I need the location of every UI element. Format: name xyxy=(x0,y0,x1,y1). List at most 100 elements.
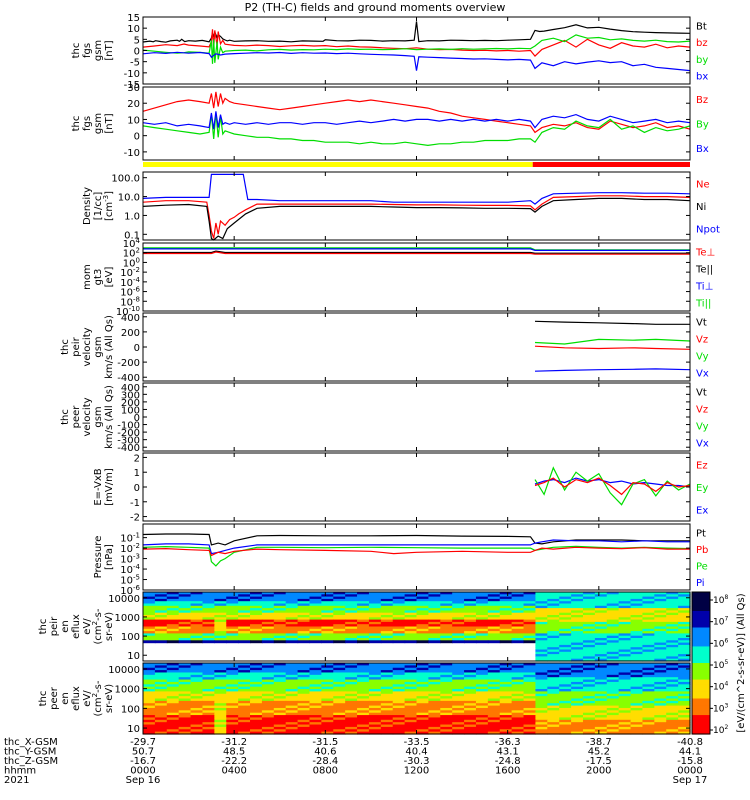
heatmap-cell xyxy=(404,667,418,671)
heatmap-cell xyxy=(178,598,192,602)
heatmap-cell xyxy=(630,698,644,702)
heatmap-cell xyxy=(273,594,287,598)
heatmap-cell xyxy=(630,633,644,637)
heatmap-cell xyxy=(285,610,299,614)
heatmap-cell xyxy=(416,626,429,630)
heatmap-cell xyxy=(511,605,525,609)
heatmap-cell xyxy=(166,640,180,644)
heatmap-cell xyxy=(154,703,168,707)
heatmap-cell xyxy=(487,712,501,716)
heatmap-cell xyxy=(226,640,239,644)
colorbar-band xyxy=(692,674,710,678)
heatmap-cell xyxy=(594,654,608,657)
heatmap-cell xyxy=(166,681,180,685)
heatmap-cell xyxy=(357,681,370,685)
heatmap-cell xyxy=(345,633,358,637)
heatmap-cell xyxy=(666,608,679,611)
heatmap-cell xyxy=(166,619,180,623)
heatmap-cell xyxy=(666,592,679,595)
heatmap-cell xyxy=(250,684,263,688)
heatmap-cell xyxy=(143,679,156,683)
heatmap-cell xyxy=(440,698,453,702)
heatmap-cell xyxy=(630,649,644,653)
heatmap-cell xyxy=(428,667,441,671)
heatmap-cell xyxy=(654,626,667,630)
heatmap-cell xyxy=(321,693,334,697)
heatmap-cell xyxy=(380,640,394,644)
heatmap-cell xyxy=(571,658,584,662)
heatmap-cell xyxy=(535,670,548,674)
heatmap-cell xyxy=(380,729,394,733)
heatmap-cell xyxy=(190,621,204,625)
heatmap-cell xyxy=(642,624,655,628)
heatmap-cell xyxy=(487,667,501,671)
heatmap-cell xyxy=(190,712,204,716)
heatmap-cell xyxy=(285,603,299,607)
heatmap-cell xyxy=(428,603,441,607)
heatmap-cell xyxy=(654,726,667,730)
colorbar-band xyxy=(692,610,710,614)
colorbar-band xyxy=(692,625,710,629)
heatmap-cell xyxy=(535,698,548,702)
heatmap-cell xyxy=(606,722,620,726)
heatmap-cell xyxy=(630,712,644,716)
heatmap-cell xyxy=(452,670,465,674)
heatmap-cell xyxy=(166,635,180,639)
heatmap-cell xyxy=(642,626,655,630)
heatmap-cell xyxy=(261,663,275,666)
heatmap-cell xyxy=(654,594,667,598)
heatmap-cell xyxy=(226,592,239,595)
heatmap-cell xyxy=(440,715,453,719)
heatmap-cell xyxy=(511,693,525,697)
heatmap-cell xyxy=(404,689,418,692)
heatmap-cell xyxy=(273,693,287,697)
heatmap-cell xyxy=(202,592,215,595)
heatmap-cell xyxy=(678,658,691,662)
heatmap-cell xyxy=(606,691,620,695)
heatmap-cell xyxy=(487,677,501,681)
heatmap-cell xyxy=(428,601,441,605)
heatmap-cell xyxy=(273,674,287,678)
heatmap-cell xyxy=(345,612,358,616)
heatmap-cell xyxy=(202,612,215,616)
heatmap-cell xyxy=(452,598,465,602)
heatmap-cell xyxy=(238,684,251,688)
heatmap-cell xyxy=(535,686,548,690)
heatmap-cell xyxy=(392,693,406,697)
heatmap-cell xyxy=(535,592,548,595)
heatmap-cell xyxy=(630,647,644,651)
heatmap-cell xyxy=(214,722,227,726)
series-line xyxy=(142,91,691,134)
heatmap-cell xyxy=(559,601,572,605)
heatmap-cell xyxy=(357,638,370,641)
heatmap-cell xyxy=(345,691,358,695)
y-axis-label: Density xyxy=(82,187,93,225)
heatmap-cell xyxy=(582,731,596,735)
heatmap-cell xyxy=(297,703,311,707)
heatmap-cell xyxy=(594,633,608,637)
heatmap-cell xyxy=(380,679,394,683)
heatmap-cell xyxy=(511,729,525,733)
heatmap-cell xyxy=(523,601,537,605)
heatmap-cell xyxy=(428,707,441,711)
heatmap-cell xyxy=(154,619,168,623)
heatmap-cell xyxy=(143,638,156,641)
heatmap-cell xyxy=(368,638,382,641)
heatmap-cell xyxy=(487,635,501,639)
heatmap-cell xyxy=(309,724,322,728)
heatmap-cell xyxy=(582,663,596,666)
heatmap-cell xyxy=(357,663,370,666)
heatmap-cell xyxy=(642,712,655,716)
heatmap-cell xyxy=(285,638,299,641)
heatmap-cell xyxy=(238,596,251,600)
heatmap-cell xyxy=(238,608,251,611)
heatmap-cell xyxy=(380,710,394,714)
heatmap-cell xyxy=(559,605,572,609)
x-row-value: -15.8 xyxy=(677,756,703,767)
heatmap-cell xyxy=(190,667,204,671)
heatmap-cell xyxy=(535,681,548,685)
heatmap-cell xyxy=(464,712,477,716)
heatmap-cell xyxy=(297,592,311,595)
heatmap-cell xyxy=(642,703,655,707)
